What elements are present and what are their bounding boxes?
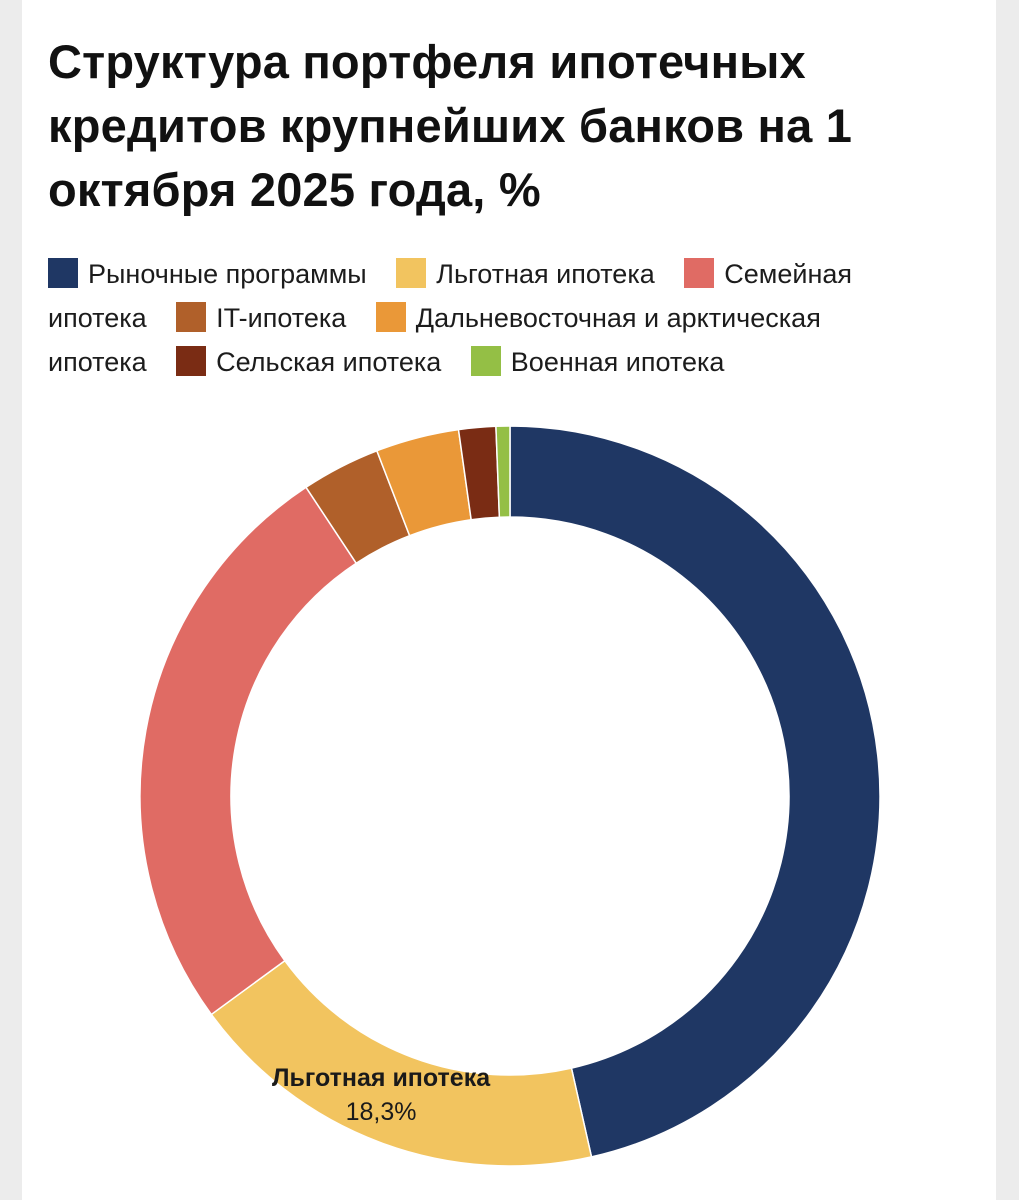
legend-item-military: Военная ипотека <box>470 346 747 377</box>
legend-swatch-preferential <box>396 258 427 288</box>
chart-title: Структура портфеля ипотечных кредитов кр… <box>48 35 853 216</box>
legend-swatch-far-east <box>375 302 406 332</box>
slice-label-value: 18,3% <box>346 1098 417 1126</box>
legend-item-market: Рыночные программы <box>48 258 389 289</box>
chart-card: Структура портфеля ипотечных кредитов кр… <box>22 0 996 1200</box>
legend-item-family: Семейная ипотека <box>48 258 852 333</box>
donut-slice-3 <box>139 486 358 1016</box>
legend-label-preferential: Льготная ипотека <box>436 259 655 289</box>
legend-swatch-market <box>48 258 78 288</box>
legend-swatch-rural <box>176 346 207 376</box>
legend-swatch-family <box>684 258 715 288</box>
legend-item-rural: Сельская ипотека <box>176 346 463 377</box>
legend-item-it: IT-ипотека <box>176 302 368 333</box>
legend-label-far-east: Дальневосточная и арктическая ипотека <box>48 303 821 377</box>
legend-label-market: Рыночные программы <box>88 259 367 289</box>
legend-label-rural: Сельская ипотека <box>216 347 442 377</box>
donut-slice-7 <box>495 425 511 518</box>
legend-item-preferential: Льготная ипотека <box>396 258 677 289</box>
legend-label-it: IT-ипотека <box>216 303 347 333</box>
legend-label-military: Военная ипотека <box>510 347 725 377</box>
donut-chart: Льготная ипотека 18,3% <box>139 425 881 1167</box>
legend-swatch-military <box>470 346 501 376</box>
chart-legend: Рыночные программы Льготная ипотека Семе… <box>48 252 948 384</box>
legend-swatch-it <box>176 302 207 332</box>
legend-item-far-east: Дальневосточная и арктическая ипотека <box>48 302 821 377</box>
donut-slice-labels: Льготная ипотека 18,3% <box>272 1064 491 1126</box>
donut-slices <box>139 425 881 1167</box>
slice-label-name: Льготная ипотека <box>272 1064 491 1092</box>
donut-slice-1 <box>509 425 881 1158</box>
legend-label-family: Семейная ипотека <box>48 259 852 333</box>
